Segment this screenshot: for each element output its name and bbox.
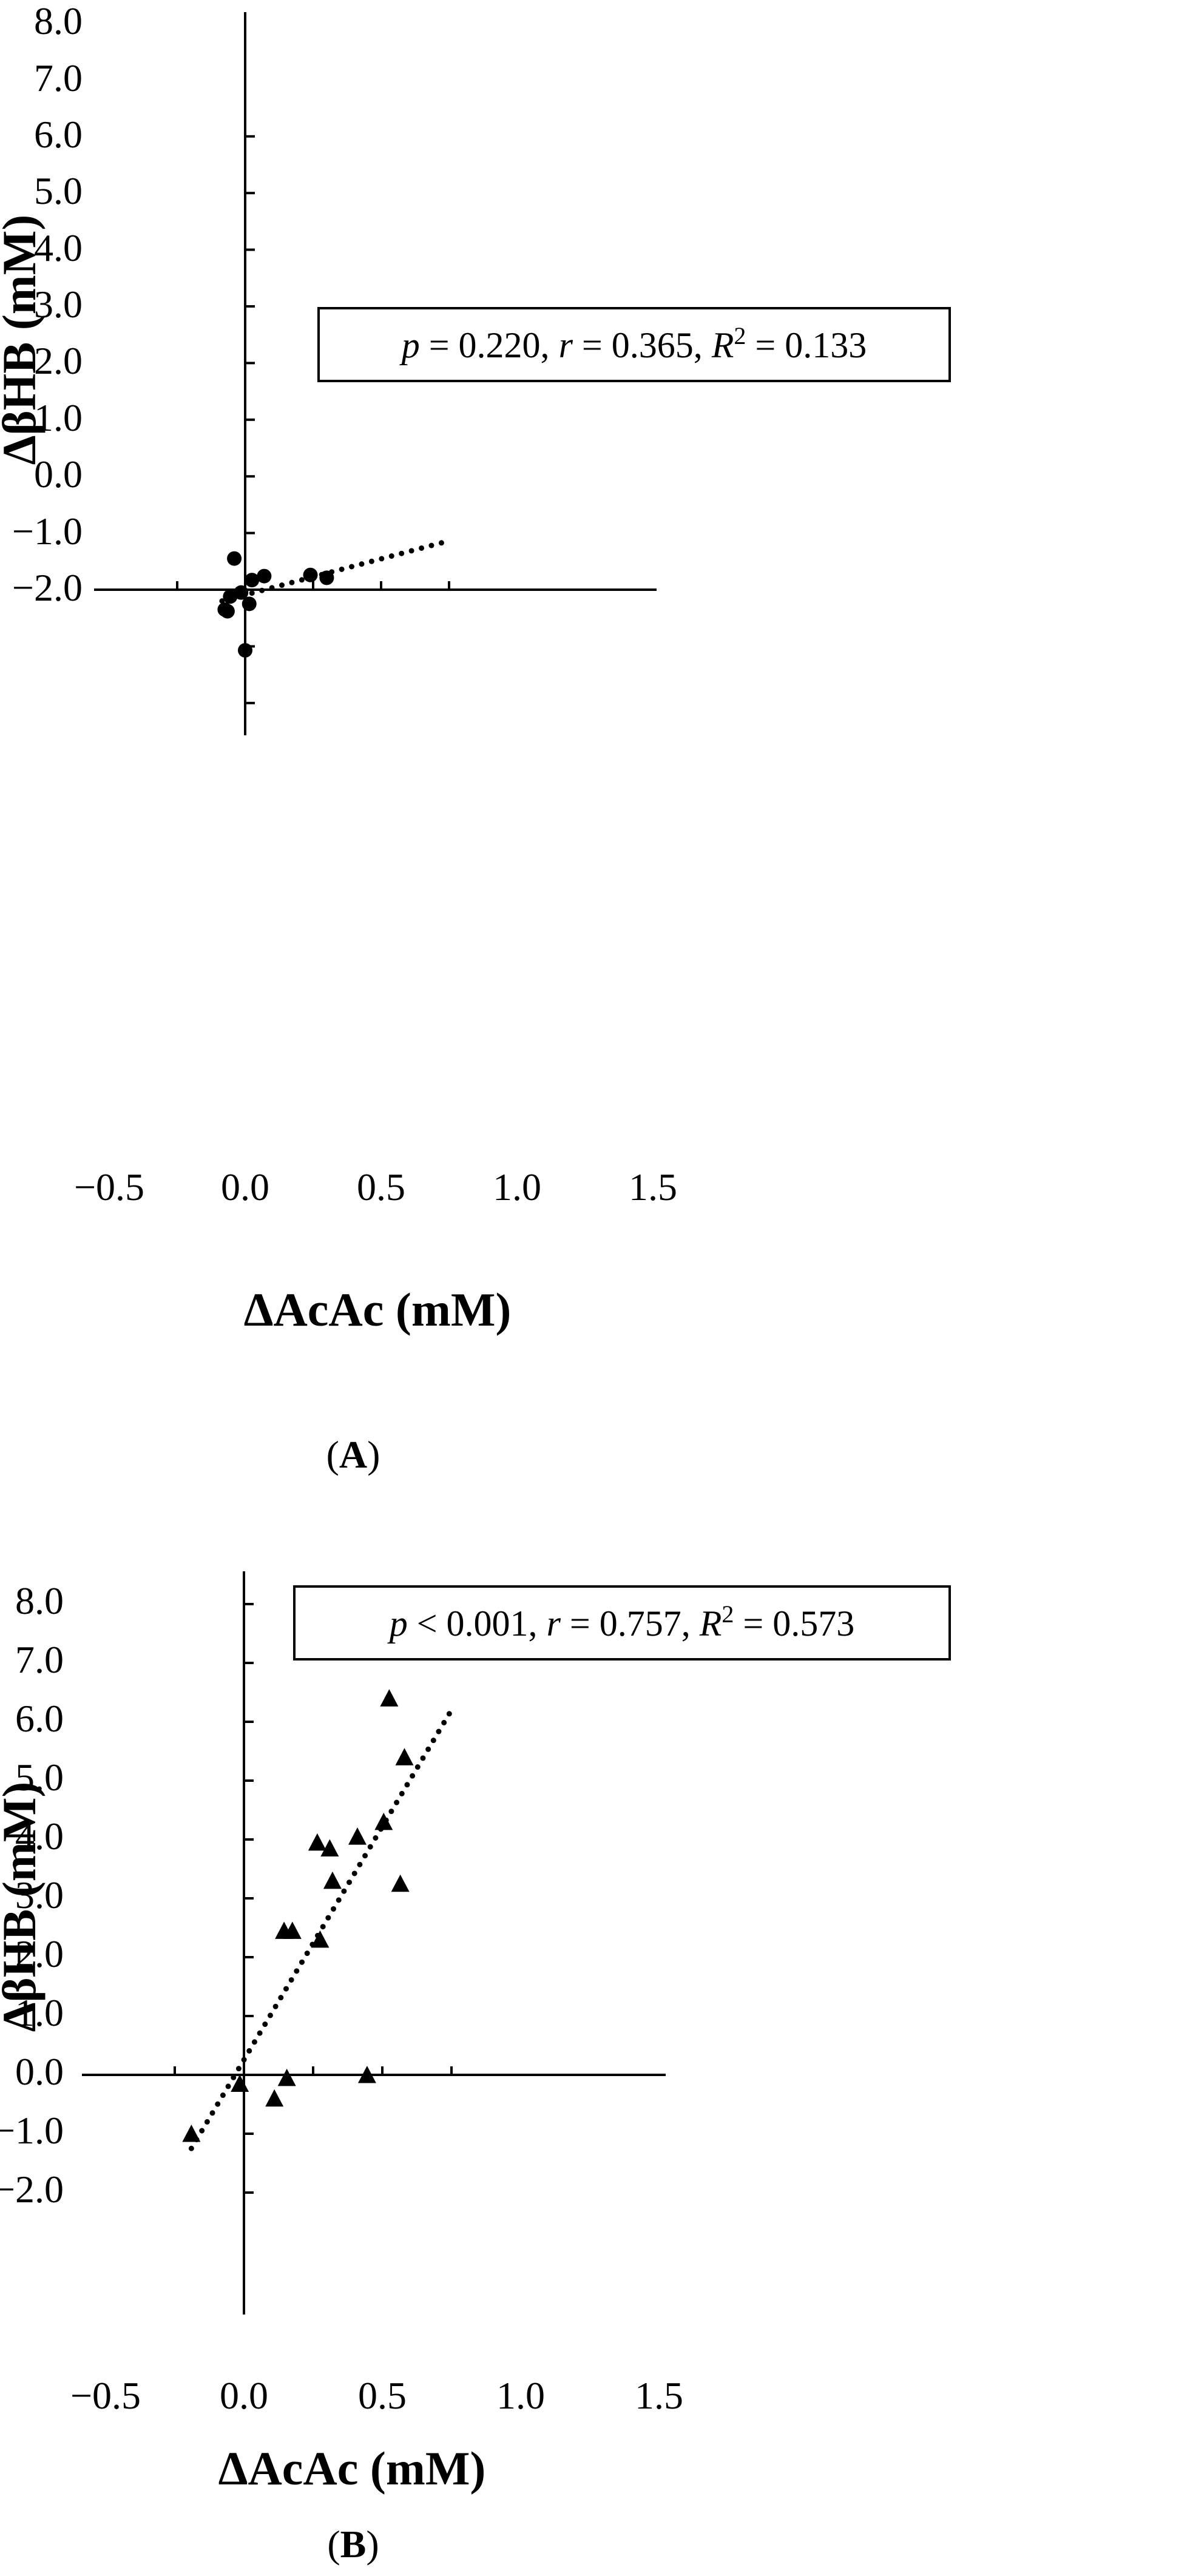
panel-b-data-point xyxy=(374,1812,393,1830)
panel-b-y-tick-label: −1.0 xyxy=(0,2109,64,2152)
panel-a-y-tick-label: −1.0 xyxy=(12,510,83,553)
panel-b-data-point xyxy=(265,2089,284,2107)
panel-a-y-tick-label: 6.0 xyxy=(34,113,83,156)
panel-a-data-point xyxy=(242,596,257,612)
panel-b-r2-superscript: 2 xyxy=(722,1600,734,1628)
panel-b-label: (B) xyxy=(327,2523,379,2566)
panel-b-stats-text: p < 0.001, r = 0.757, R2 = 0.573 xyxy=(387,1600,855,1644)
panel-a-y-axis-title: ΔβHB (mM) xyxy=(0,215,46,465)
panel-b-label-letter: B xyxy=(340,2523,367,2566)
panel-b-x-axis-title: ΔAcAc (mM) xyxy=(218,2442,486,2495)
panel-b-y-axis-title: ΔβHB (mM) xyxy=(0,1782,46,2032)
panel-b-y-tick-label: 1.0 xyxy=(15,1991,64,2034)
panel-a-y-tick-label: 8.0 xyxy=(34,0,83,42)
panel-b-x-tick-label: 0.0 xyxy=(220,2374,268,2417)
panel-b-y-tick-label: 6.0 xyxy=(15,1697,64,1740)
panel-b-data-point xyxy=(391,1874,410,1892)
panel-b-label-open-paren: ( xyxy=(327,2523,340,2566)
panel-a-p-value: = 0.220, xyxy=(420,325,559,365)
panel-b-r2-symbol: R xyxy=(699,1603,722,1644)
panel-b-p-value: < 0.001, xyxy=(408,1603,547,1644)
panel-a-r-value: = 0.365, xyxy=(573,325,712,365)
panel-b-y-tick-label: 7.0 xyxy=(15,1638,64,1681)
panel-a-x-axis-title: ΔAcAc (mM) xyxy=(244,1283,512,1336)
panel-b-data-point xyxy=(320,1839,339,1857)
panel-a-trendline xyxy=(219,539,450,604)
panel-b-y-tick-label: 4.0 xyxy=(15,1815,64,1858)
panel-a-data-point xyxy=(227,551,242,566)
panel-a-y-tick-label: 0.0 xyxy=(34,453,83,496)
panel-b-r-symbol: r xyxy=(547,1603,561,1644)
panel-b-r2-value: = 0.573 xyxy=(734,1603,854,1644)
panel-a-chart: −0.5 0.0 0.5 1.0 1.5 8.0 7.0 6.0 5.0 4.0… xyxy=(0,0,951,1476)
panel-b-stats-box xyxy=(293,1585,951,1661)
panel-b-y-tick-labels: 8.0 7.0 6.0 5.0 4.0 3.0 2.0 1.0 0.0 −1.0… xyxy=(0,1579,64,2211)
panel-b-y-tick-label: 0.0 xyxy=(15,2050,64,2093)
panel-a-r2-symbol: R xyxy=(711,325,734,365)
panel-b-y-tick-label: 5.0 xyxy=(15,1756,64,1799)
panel-b-label-close-paren: ) xyxy=(366,2523,379,2566)
panel-b-x-tick-labels: −0.5 0.0 0.5 1.0 1.5 xyxy=(70,2374,683,2417)
panel-b-data-point xyxy=(308,1833,326,1851)
panel-b-y-tick-label: −2.0 xyxy=(0,2168,64,2211)
panel-b-x-tick-label: −0.5 xyxy=(70,2374,141,2417)
panel-a-r2-value: = 0.133 xyxy=(746,325,867,365)
panel-a-x-tick-label: −0.5 xyxy=(74,1165,144,1209)
panel-b-x-tick-label: 1.5 xyxy=(635,2374,683,2417)
panel-a-y-tick-labels: 8.0 7.0 6.0 5.0 4.0 3.0 2.0 1.0 0.0 −1.0… xyxy=(12,0,83,609)
panel-b-trendline xyxy=(188,1707,455,2151)
panel-a-data-point xyxy=(319,570,334,585)
panel-b-r-value: = 0.757, xyxy=(561,1603,700,1644)
panel-b-data-point xyxy=(357,2066,376,2083)
panel-a-y-tick-label: 7.0 xyxy=(34,56,83,99)
panel-a-stats-text: p = 0.220, r = 0.365, R2 = 0.133 xyxy=(399,322,867,365)
panel-a-y-tick-label: 2.0 xyxy=(34,339,83,382)
panel-a-data-point xyxy=(220,604,235,619)
panel-a-data-point xyxy=(303,567,318,582)
panel-b-plot-area xyxy=(82,1571,666,2315)
panel-b-data-point xyxy=(348,1827,367,1845)
panel-a-data-point xyxy=(257,568,272,584)
panel-a-y-tick-label: 1.0 xyxy=(34,396,83,439)
panel-b-x-tick-label: 1.0 xyxy=(496,2374,545,2417)
panel-a-x-tick-label: 0.0 xyxy=(221,1165,269,1209)
panel-b-data-point xyxy=(182,2125,201,2142)
panel-a-y-tick-label: 3.0 xyxy=(34,283,83,326)
panel-a-x-tick-labels: −0.5 0.0 0.5 1.0 1.5 xyxy=(74,1165,677,1209)
panel-b-data-point xyxy=(380,1689,399,1707)
panel-a-label: (A) xyxy=(326,1433,380,1476)
panel-a-r-symbol: r xyxy=(559,325,573,365)
panel-b-data-point xyxy=(395,1748,414,1765)
panel-b-data-point xyxy=(277,2068,296,2086)
panel-b-data-point xyxy=(323,1871,342,1889)
panel-a-y-tick-label: −2.0 xyxy=(12,566,83,609)
panel-a-data-point xyxy=(234,585,249,600)
panel-a-data-point xyxy=(245,573,260,588)
panel-a-y-tick-label: 5.0 xyxy=(34,169,83,212)
panel-a-r2-superscript: 2 xyxy=(734,322,746,349)
panel-a-x-tick-label: 1.5 xyxy=(629,1165,677,1209)
panel-b-data-point xyxy=(283,1921,302,1939)
panel-b-y-tick-label: 2.0 xyxy=(15,1932,64,1975)
panel-a-plot-area xyxy=(94,12,657,735)
panel-a-stats-box xyxy=(317,307,951,382)
panel-a-x-tick-label: 0.5 xyxy=(357,1165,405,1209)
panel-a-label-close-paren: ) xyxy=(367,1433,380,1476)
panel-a-p-symbol: p xyxy=(399,325,420,365)
panel-a-label-open-paren: ( xyxy=(326,1433,339,1476)
panel-a-x-tick-label: 1.0 xyxy=(493,1165,541,1209)
panel-b-x-tick-label: 0.5 xyxy=(358,2374,407,2417)
panel-b-data-point xyxy=(231,2074,249,2092)
panel-b-chart: −0.5 0.0 0.5 1.0 1.5 8.0 7.0 6.0 5.0 4.0… xyxy=(0,1571,951,2566)
panel-a-label-letter: A xyxy=(339,1433,367,1476)
panel-b-y-tick-label: 8.0 xyxy=(15,1579,64,1622)
panel-b-p-symbol: p xyxy=(387,1603,408,1644)
panel-b-y-tick-label: 3.0 xyxy=(15,1873,64,1917)
panel-a-data-point xyxy=(238,642,252,658)
panel-a-y-tick-label: 4.0 xyxy=(34,226,83,269)
panel-b-data-point xyxy=(311,1930,330,1948)
